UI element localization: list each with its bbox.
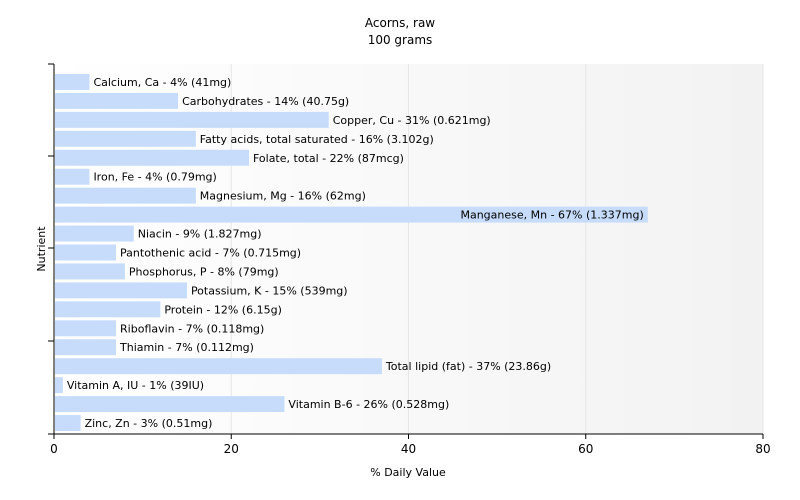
bar-label: Carbohydrates - 14% (40.75g) (182, 95, 349, 108)
chart-subtitle: 100 grams (368, 33, 433, 47)
bar (55, 415, 81, 431)
bar (55, 111, 329, 128)
bar (55, 149, 249, 166)
bar (55, 168, 90, 185)
bar (55, 301, 161, 318)
bar-label: Niacin - 9% (1.827mg) (138, 228, 262, 241)
bar-label: Fatty acids, total saturated - 16% (3.10… (200, 133, 434, 146)
bars (55, 74, 648, 431)
bar (55, 187, 196, 204)
y-axis-ticks (48, 63, 54, 435)
chart-title: Acorns, raw (365, 16, 435, 30)
bar (55, 225, 134, 242)
x-tick-label: 20 (224, 442, 239, 456)
bar-label: Protein - 12% (6.15g) (164, 303, 282, 316)
y-axis-label: Nutrient (35, 226, 48, 272)
bar-label: Pantothenic acid - 7% (0.715mg) (120, 247, 301, 260)
x-tick-label: 60 (578, 442, 593, 456)
bar-label: Total lipid (fat) - 37% (23.86g) (385, 360, 551, 373)
bar-labels: Calcium, Ca - 4% (41mg) Carbohydrates - 1… (67, 76, 644, 430)
bar-label: Thiamin - 7% (0.112mg) (119, 341, 254, 354)
bar (55, 244, 117, 261)
bar-label: Vitamin A, IU - 1% (39IU) (67, 379, 204, 392)
x-tick-label: 0 (50, 442, 58, 456)
bar (55, 396, 285, 413)
bar (55, 206, 648, 223)
bar (55, 130, 196, 147)
bar-label: Calcium, Ca - 4% (41mg) (93, 76, 231, 89)
bar (55, 74, 90, 90)
bar (55, 92, 179, 109)
bar (55, 263, 125, 280)
bar (55, 358, 382, 375)
bar-label: Vitamin B-6 - 26% (0.528mg) (288, 398, 449, 411)
bar (55, 377, 63, 394)
bar-label: Zinc, Zn - 3% (0.51mg) (85, 417, 213, 430)
bar (55, 282, 187, 299)
bar-label: Phosphorus, P - 8% (79mg) (129, 265, 279, 278)
bar-label: Magnesium, Mg - 16% (62mg) (200, 190, 366, 203)
bar (55, 320, 117, 337)
bar-label: Folate, total - 22% (87mcg) (253, 152, 404, 165)
bar-label: Manganese, Mn - 67% (1.337mg) (460, 209, 643, 222)
bar-label: Iron, Fe - 4% (0.79mg) (93, 171, 216, 184)
bar (55, 339, 117, 356)
bar-label: Potassium, K - 15% (539mg) (191, 284, 348, 297)
bar-label: Riboflavin - 7% (0.118mg) (120, 322, 264, 335)
x-tick-label: 40 (401, 442, 416, 456)
x-axis-label: % Daily Value (370, 466, 446, 479)
x-tick-label: 80 (755, 442, 770, 456)
bar-label: Copper, Cu - 31% (0.621mg) (333, 114, 491, 127)
x-axis-ticks: 0 20 40 60 80 (50, 434, 771, 456)
